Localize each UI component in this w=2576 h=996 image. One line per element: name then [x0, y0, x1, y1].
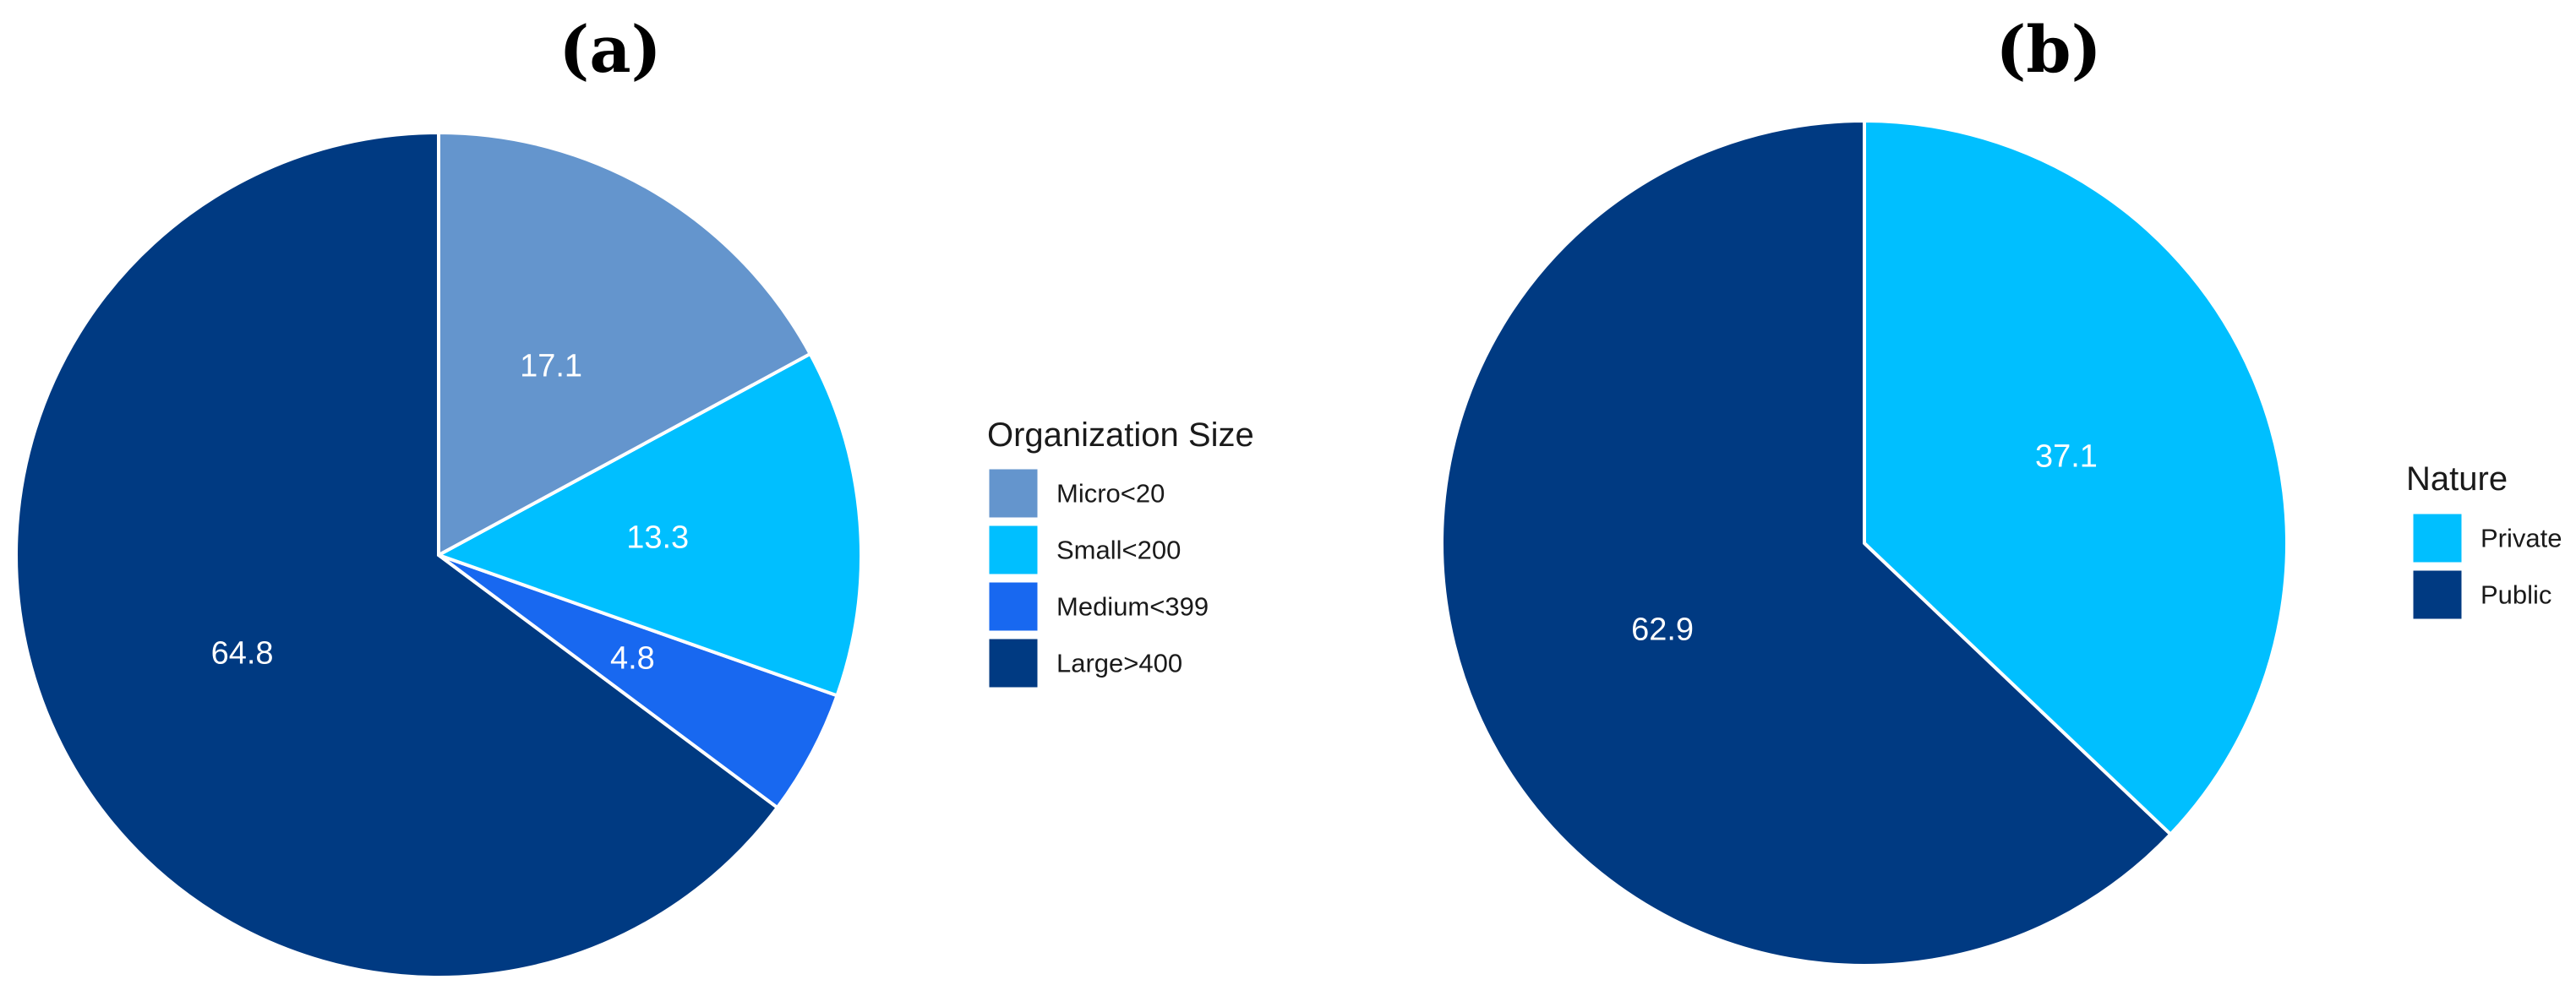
- pie-slice-large-400: [14, 131, 779, 979]
- pie-chart-a: 64.8 4.8 13.3 17.1: [14, 131, 863, 979]
- pie-slice-small-200: [437, 351, 863, 698]
- legend-key-small-200: [988, 525, 1039, 575]
- panel-b: (b) 62.9 37.1 Nature Private Public: [1440, 12, 2562, 967]
- legend-label-small-200: Small<200: [1056, 536, 1181, 565]
- panel-a: (a) 64.8 4.8 13.3 17.1 Organization Size Mi…: [14, 12, 1254, 979]
- legend-key-private: [2412, 513, 2463, 563]
- pie-slice-medium-399: [437, 553, 839, 809]
- slice-label-public: 62.9: [1631, 612, 1694, 648]
- pie-chart-b: 62.9 37.1: [1440, 119, 2289, 967]
- legend-b: Nature Private Public: [2406, 460, 2562, 620]
- legend-label-micro-20: Micro<20: [1056, 479, 1165, 509]
- panel-a-title: (a): [559, 12, 661, 87]
- slice-label-large-400: 64.8: [211, 636, 274, 672]
- pie-slice-micro-20: [437, 131, 812, 557]
- slice-label-medium-399: 4.8: [610, 640, 655, 676]
- legend-key-medium-399: [988, 581, 1039, 632]
- legend-key-public: [2412, 569, 2463, 620]
- slice-label-micro-20: 17.1: [520, 349, 582, 384]
- pie-slice-public: [1440, 119, 2173, 967]
- legend-key-large-400: [988, 638, 1039, 688]
- legend-a-title: Organization Size: [987, 416, 1254, 454]
- legend-a: Organization Size Micro<20 Small<200 Mediu…: [987, 416, 1254, 688]
- legend-key-micro-20: [988, 468, 1039, 519]
- legend-label-public: Public: [2480, 580, 2551, 610]
- legend-label-large-400: Large>400: [1056, 649, 1182, 678]
- panel-b-title: (b): [1995, 12, 2101, 87]
- legend-label-medium-399: Medium<399: [1056, 592, 1209, 622]
- slice-label-private: 37.1: [2035, 438, 2098, 474]
- legend-label-private: Private: [2480, 524, 2562, 553]
- legend-b-title: Nature: [2406, 460, 2508, 498]
- pie-slice-private: [1863, 119, 2289, 836]
- slice-label-small-200: 13.3: [626, 520, 689, 556]
